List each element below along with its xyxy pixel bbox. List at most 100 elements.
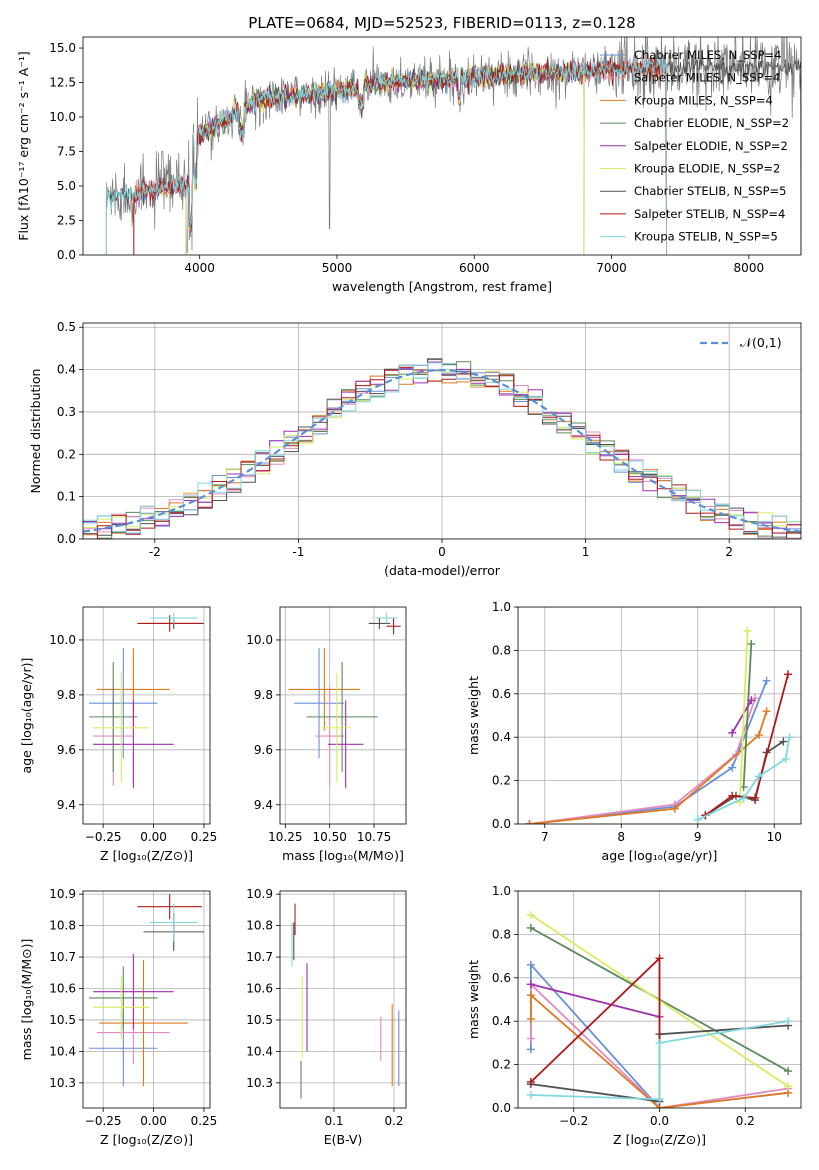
axes-frame	[279, 606, 407, 825]
plus-marker	[728, 763, 737, 772]
mass-weight-line	[529, 680, 768, 824]
histogram-step	[83, 362, 801, 534]
y-tick-label: 0.4	[492, 730, 511, 744]
y-axis-label: mass weight	[466, 960, 481, 1039]
errorbar-point	[89, 661, 138, 772]
y-tick-label: 0.6	[492, 971, 511, 985]
y-tick-label: 10.8	[246, 919, 273, 933]
y-tick-label: 0.4	[492, 1014, 511, 1028]
x-axis-label: (data-model)/error	[384, 563, 501, 578]
y-tick-label: 10.4	[49, 1044, 76, 1058]
errorbar-point	[93, 975, 150, 1039]
y-tick-label: 9.8	[254, 688, 273, 702]
plus-marker	[739, 793, 748, 802]
errorbar-point	[149, 903, 198, 942]
y-tick-label: 15.0	[49, 41, 76, 55]
x-tick-label: 4000	[184, 261, 215, 275]
x-axis-label: Z [log₁₀(Z/Z⊙)]	[100, 1132, 193, 1147]
x-axis-label: E(B-V)	[324, 1132, 363, 1147]
mass-weight-line	[530, 983, 660, 1018]
y-tick-label: 9.8	[57, 688, 76, 702]
plus-marker	[693, 815, 702, 824]
x-tick-label: 2	[725, 545, 733, 559]
plus-marker	[783, 670, 792, 679]
mass-weight-line	[530, 1020, 789, 1101]
x-tick-label: 0.00	[140, 830, 167, 844]
plus-marker	[526, 1015, 535, 1024]
legend-label: Salpeter MILES, N_SSP=4	[634, 71, 780, 85]
y-tick-label: 9.6	[57, 743, 76, 757]
panel-3: −0.25 0.00 0.25 9.4 9.6 9.8 10.0 Z [log₁₀(Z/Z⊙)…	[19, 606, 217, 863]
plus-marker	[751, 793, 760, 802]
normal-curve-line	[83, 368, 801, 533]
plot-area	[83, 891, 210, 1108]
y-tick-label: 0.8	[492, 927, 511, 941]
plus-marker	[525, 820, 534, 824]
x-tick-label: 6000	[459, 261, 490, 275]
x-tick-label: 0	[438, 545, 446, 559]
mass-weight-line	[530, 956, 661, 1100]
y-tick-label: 10.7	[49, 950, 76, 964]
plot-area	[105, 37, 801, 255]
plus-marker	[670, 804, 679, 813]
legend-label: Chabrier STELIB, N_SSP=5	[634, 184, 786, 198]
y-tick-label: 0.0	[57, 532, 76, 546]
plus-marker	[728, 728, 737, 737]
plus-marker	[526, 923, 535, 932]
y-tick-label: 0.2	[492, 1058, 511, 1072]
y-tick-label: 0.5	[57, 320, 76, 334]
panel-7: 0.1 0.2 10.3 10.4 10.5 10.6 10.7 10.8 10.9 E(B-V)	[246, 887, 407, 1147]
mass-weight-line	[731, 699, 753, 734]
errorbar-point	[93, 953, 174, 1030]
mass-weight-line	[529, 710, 768, 824]
chart-title: PLATE=0684, MJD=52523, FIBERID=0113, z=0…	[248, 14, 635, 32]
model-spectrum-line	[105, 54, 801, 255]
y-axis-label: mass weight	[466, 676, 481, 755]
plus-marker	[728, 791, 737, 800]
legend: Chabrier MILES, N_SSP=4 Salpeter MILES, N…	[600, 48, 789, 244]
errorbar-point	[149, 612, 198, 624]
y-tick-label: 10.0	[49, 110, 76, 124]
legend-label: Chabrier ELODIE, N_SSP=2	[634, 116, 789, 130]
plot-area	[83, 607, 210, 824]
plus-marker	[526, 1090, 535, 1099]
panel-1: 4000 5000 6000 7000 8000 0.0 2.5 5.0 7.5 10.0 12.5…	[16, 14, 802, 294]
panel-2: -2 -1 0 1 2 0.0 0.1 0.2 0.3 0.4 0.5 (data-model)/er…	[28, 320, 802, 578]
y-tick-label: 0.4	[57, 363, 76, 377]
errorbar-point	[137, 894, 202, 920]
x-tick-label: 10.25	[268, 830, 302, 844]
plus-marker	[526, 991, 535, 1000]
plus-marker	[754, 731, 763, 740]
legend-label: Chabrier MILES, N_SSP=4	[634, 48, 781, 62]
errorbar-point	[315, 686, 344, 786]
axes-frame	[82, 36, 802, 256]
y-tick-label: 12.5	[49, 76, 76, 90]
x-tick-label: 0.0	[650, 1114, 669, 1128]
plot-area	[83, 323, 801, 539]
y-tick-label: 10.4	[246, 1044, 273, 1058]
y-tick-label: 2.5	[57, 214, 76, 228]
mass-weight-line	[530, 993, 789, 1108]
x-tick-label: 0.00	[140, 1114, 167, 1128]
plus-marker	[784, 1082, 793, 1091]
y-tick-label: 10.8	[49, 919, 76, 933]
plus-marker	[526, 910, 535, 919]
plus-marker	[655, 1095, 664, 1104]
x-axis-label: Z [log₁₀(Z/Z⊙)]	[613, 1132, 706, 1147]
y-tick-label: 0.0	[492, 817, 511, 831]
axes-frame	[82, 890, 211, 1109]
x-tick-label: 0.1	[324, 1114, 343, 1128]
plus-marker	[762, 707, 771, 716]
x-tick-label: -2	[149, 545, 161, 559]
x-tick-label: 0.2	[736, 1114, 755, 1128]
x-axis-label: wavelength [Angstrom, rest frame]	[332, 279, 552, 294]
errorbar-point	[93, 672, 150, 783]
model-spectrum-line	[105, 56, 667, 255]
legend-label: 𝒩(0,1)	[740, 335, 782, 350]
x-tick-label: 8000	[734, 261, 765, 275]
plus-marker	[784, 1017, 793, 1026]
panel-8: −0.2 0.0 0.2 0.0 0.2 0.4 0.6 0.8 1.0 Z [log₁₀(Z/Z…	[466, 884, 802, 1147]
plus-marker	[655, 1038, 664, 1047]
y-tick-label: 10.9	[49, 887, 76, 901]
x-tick-label: 7	[541, 830, 549, 844]
